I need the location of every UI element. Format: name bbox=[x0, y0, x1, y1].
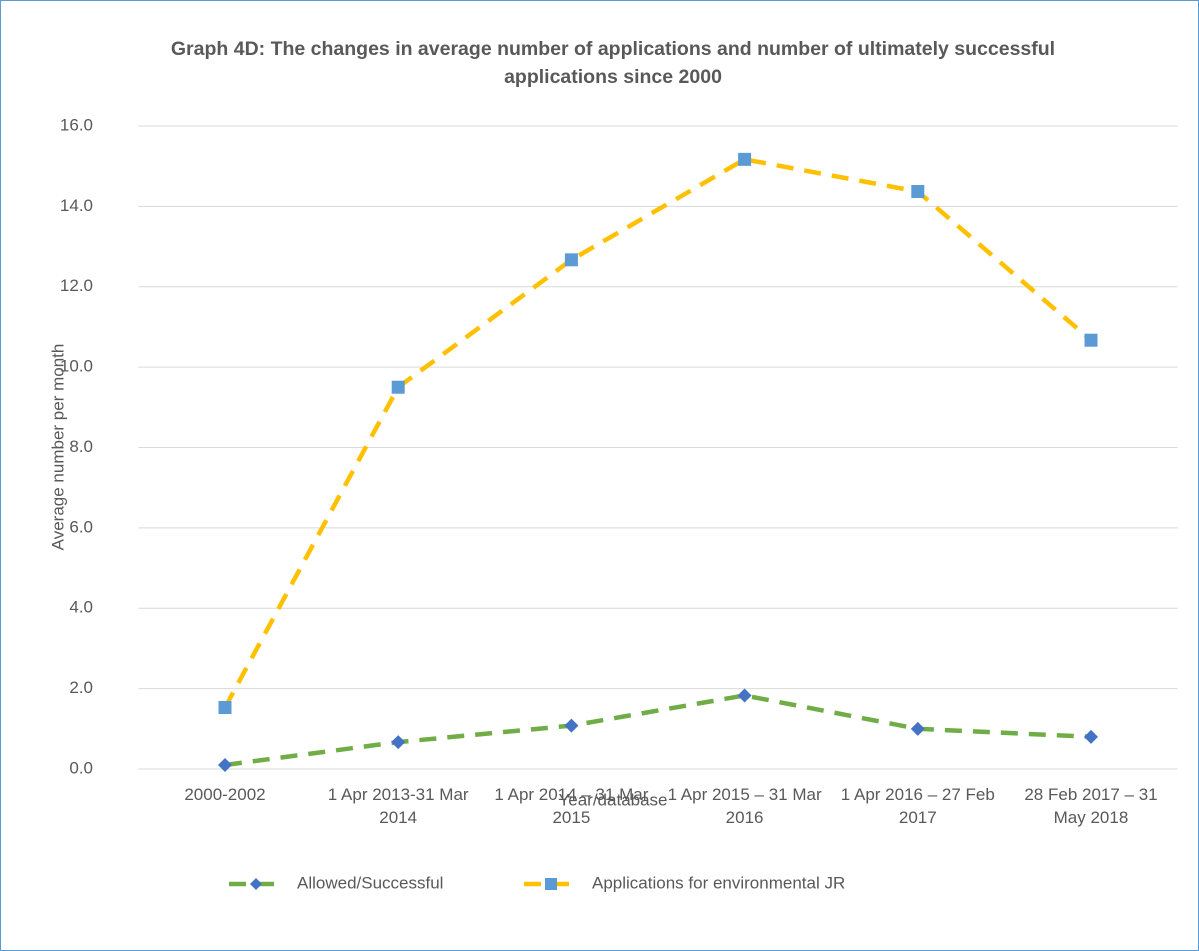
x-axis-label: Year/database bbox=[558, 790, 667, 809]
series-line bbox=[224, 693, 1092, 768]
y-tick-label: 4.0 bbox=[69, 598, 93, 617]
legend-marker bbox=[545, 878, 557, 890]
marker bbox=[564, 718, 579, 733]
x-tick-label: 2000-2002 bbox=[184, 785, 266, 804]
y-tick-label: 2.0 bbox=[69, 678, 93, 697]
x-tick-label: 1 Apr 2013-31 Mar 2014 bbox=[327, 785, 469, 827]
x-tick-label: 1 Apr 2016 – 27 Feb 2017 bbox=[840, 785, 995, 827]
marker bbox=[738, 152, 752, 166]
x-tick-label: 1 Apr 2014 – 31 Mar 2015 bbox=[494, 785, 649, 827]
y-tick-label: 16.0 bbox=[60, 115, 93, 134]
series-line bbox=[223, 156, 1093, 709]
x-tick-label: 1 Apr 2015 – 31 Mar 2016 bbox=[667, 785, 822, 827]
legend-label: Allowed/Successful bbox=[297, 873, 443, 892]
legend-marker bbox=[250, 878, 262, 890]
y-tick-label: 14.0 bbox=[60, 196, 93, 215]
y-tick-label: 10.0 bbox=[60, 357, 93, 376]
marker bbox=[737, 688, 752, 703]
legend-label: Applications for environmental JR bbox=[592, 873, 845, 892]
marker bbox=[218, 757, 232, 772]
marker bbox=[564, 253, 578, 267]
marker bbox=[391, 735, 406, 750]
marker bbox=[1084, 333, 1098, 347]
y-tick-label: 0.0 bbox=[69, 758, 93, 777]
y-tick-label: 8.0 bbox=[69, 437, 93, 456]
marker bbox=[391, 380, 405, 394]
y-axis-label: Average number per month bbox=[48, 344, 67, 551]
marker bbox=[218, 701, 232, 715]
marker bbox=[911, 185, 925, 199]
y-tick-label: 12.0 bbox=[60, 276, 93, 295]
marker bbox=[910, 721, 925, 736]
marker bbox=[1084, 729, 1098, 744]
chart-title: Graph 4D: The changes in average number … bbox=[170, 38, 1056, 88]
x-tick-label: 28 Feb 2017 – 31 May 2018 bbox=[1024, 785, 1158, 827]
y-tick-label: 6.0 bbox=[69, 517, 93, 536]
